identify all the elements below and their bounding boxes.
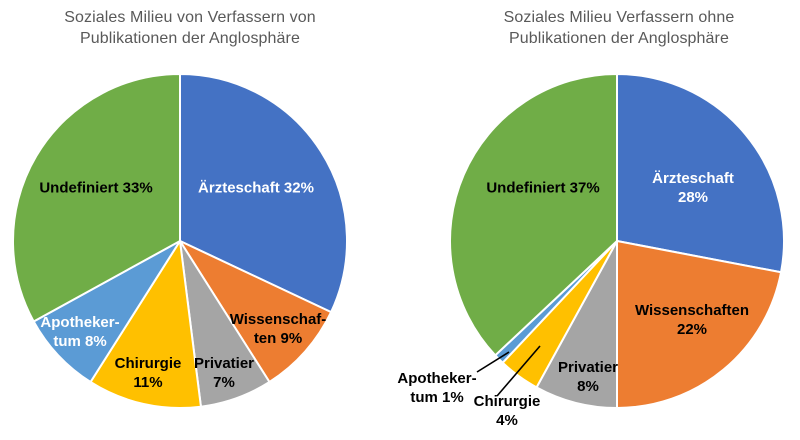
pie-right-slice-aerzteschaft (616, 73, 785, 274)
chart-title-right: Soziales Milieu Verfassern ohne Publikat… (503, 9, 735, 47)
pie-right-leader-apothekertum (476, 351, 510, 373)
pie-right-slice-wissenschaften (616, 240, 783, 409)
pie-right-slice-undefiniert (448, 73, 618, 357)
pie-left-slice-chirurgie (89, 240, 202, 409)
pie-left-slice-aerzteschaft (179, 73, 349, 314)
chart-title-left: Soziales Milieu von Verfassern von Publi… (64, 9, 316, 47)
pie-left-slice-undefiniert (12, 73, 181, 323)
pie-right-leader-chirurgie (496, 345, 541, 397)
pie-left-slice-wissenschaften (179, 240, 333, 383)
